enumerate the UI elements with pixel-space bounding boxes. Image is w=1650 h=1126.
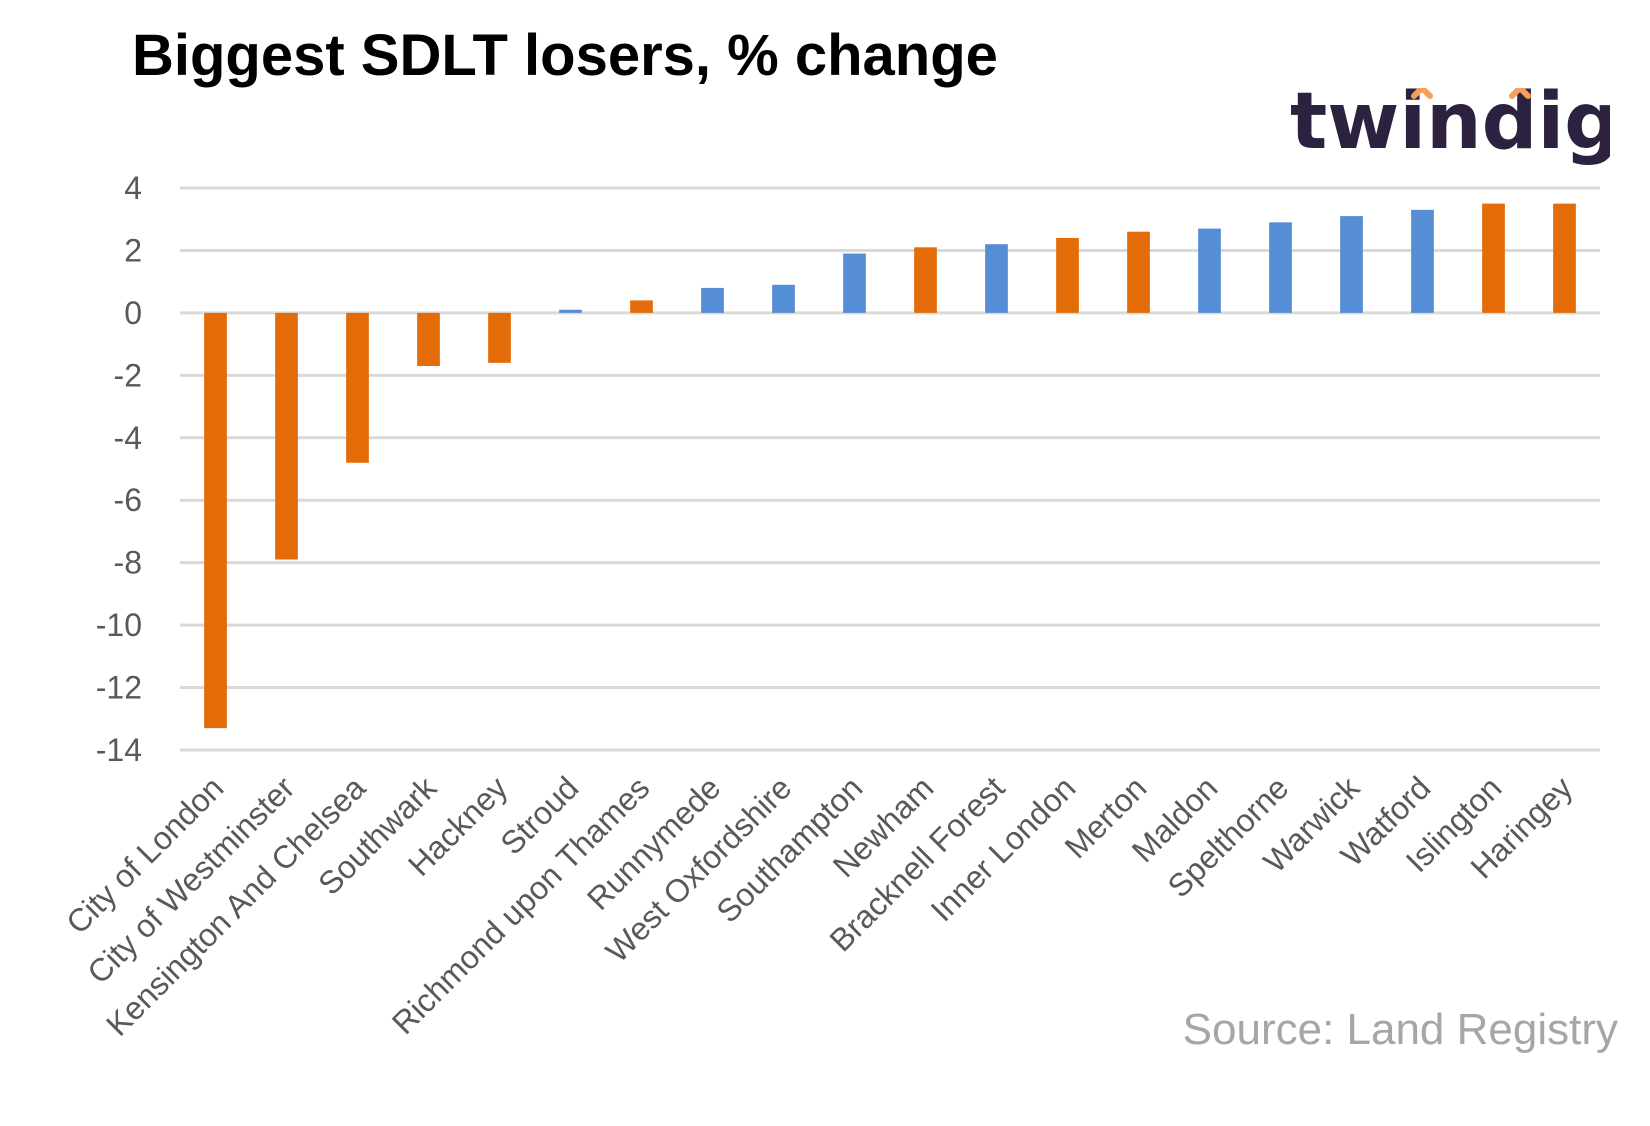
bar [1127,231,1150,313]
y-tick-label: -10 [96,607,142,643]
bars [204,203,1576,729]
twindig-logo: twindig [1290,88,1610,167]
y-tick-label: -4 [114,420,142,456]
y-tick-label: -6 [114,482,142,518]
bar [1411,209,1434,313]
bar [1056,237,1079,313]
bar [630,300,653,313]
bar [204,312,227,729]
bar [914,247,937,313]
y-tick-label: 4 [124,170,142,206]
y-tick-label: -12 [96,670,142,706]
bar [346,312,369,463]
bar [275,312,298,560]
chart-title: Biggest SDLT losers, % change [132,23,998,88]
y-tick-label: -14 [96,732,142,768]
bar [1482,203,1505,313]
bar [1553,203,1576,313]
bar [701,287,724,313]
bar [417,312,440,366]
bar [1340,216,1363,313]
bar [488,312,511,363]
bar [843,253,866,313]
bar [559,309,582,313]
logo-wordmark: twindig [1290,88,1610,167]
y-tick-label: 2 [124,232,142,268]
y-tick-label: -2 [114,357,142,393]
gridlines [180,186,1600,752]
bar [1269,222,1292,313]
source-note: Source: Land Registry [1182,1005,1618,1054]
bar [1198,228,1221,313]
bar [772,284,795,313]
bar [985,244,1008,313]
y-tick-label: -8 [114,545,142,581]
y-tick-label: 0 [124,295,142,331]
y-axis-ticks: 4 2 0 -2 -4 -6 -8 -10 -12 -14 [96,170,142,768]
